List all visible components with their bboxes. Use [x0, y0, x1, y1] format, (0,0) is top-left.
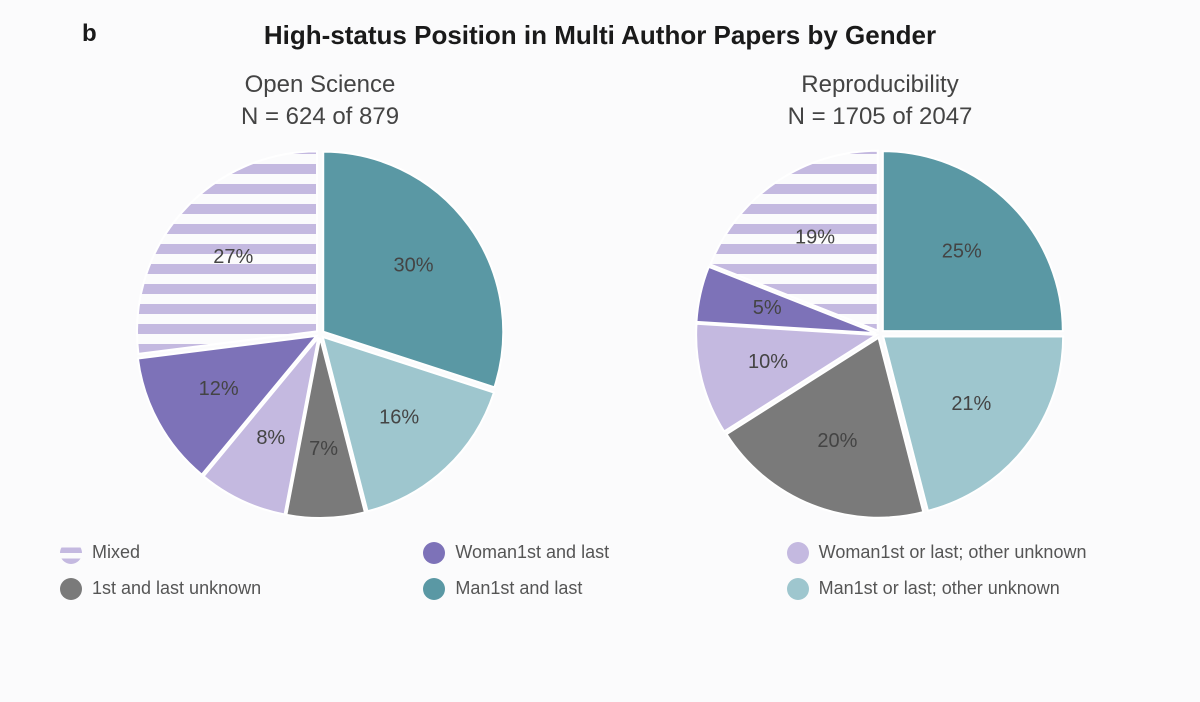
- slice-label: 19%: [795, 226, 835, 248]
- legend-label: Mixed: [92, 542, 140, 563]
- legend-item: Man1st and last: [423, 578, 776, 600]
- slice-label: 21%: [951, 393, 991, 415]
- slice-label: 16%: [379, 406, 419, 428]
- legend-label: Man1st or last; other unknown: [819, 578, 1060, 599]
- legend-label: Woman1st and last: [455, 542, 609, 563]
- chart-legend: Mixed Woman1st and last Woman1st or last; …: [40, 542, 1160, 600]
- legend-item: 1st and last unknown: [60, 578, 413, 600]
- legend-swatch: [787, 578, 809, 600]
- legend-swatch: [60, 542, 82, 564]
- legend-item: Woman1st or last; other unknown: [787, 542, 1140, 564]
- chart-subtitle: Reproducibility N = 1705 of 2047: [788, 69, 973, 134]
- slice-label: 12%: [199, 378, 239, 400]
- pie-svg: 30% 16% 7% 8% 12% 27%: [130, 144, 510, 524]
- figure-panel: b High-status Position in Multi Author P…: [0, 0, 1200, 702]
- legend-swatch: [60, 578, 82, 600]
- legend-label: Man1st and last: [455, 578, 582, 599]
- slice-label: 30%: [394, 254, 434, 276]
- legend-swatch: [423, 542, 445, 564]
- legend-item: Man1st or last; other unknown: [787, 578, 1140, 600]
- subtitle-line2: N = 1705 of 2047: [788, 101, 973, 133]
- legend-label: 1st and last unknown: [92, 578, 261, 599]
- subtitle-line2: N = 624 of 879: [241, 101, 399, 133]
- slice-label: 8%: [256, 427, 285, 449]
- legend-swatch: [423, 578, 445, 600]
- pie-chart-reproducibility: Reproducibility N = 1705 of 2047 25%21%2…: [620, 69, 1140, 524]
- legend-item: Woman1st and last: [423, 542, 776, 564]
- pie-svg: 25% 21% 20% 10% 5% 19%: [690, 144, 1070, 524]
- slice-label: 27%: [213, 246, 253, 268]
- slice-label: 5%: [753, 297, 782, 319]
- panel-letter: b: [82, 20, 97, 48]
- slice-label: 10%: [748, 351, 788, 373]
- slice-label: 25%: [942, 240, 982, 262]
- legend-swatch: [787, 542, 809, 564]
- charts-row: Open Science N = 624 of 879 30% 16% 7% 8% 12…: [40, 69, 1160, 524]
- subtitle-line1: Reproducibility: [788, 69, 973, 101]
- subtitle-line1: Open Science: [241, 69, 399, 101]
- pie-chart-open-science: Open Science N = 624 of 879 30% 16% 7% 8% 12…: [60, 69, 580, 524]
- slice-label: 7%: [309, 438, 338, 460]
- slice-label: 20%: [817, 430, 857, 452]
- legend-item: Mixed: [60, 542, 413, 564]
- legend-label: Woman1st or last; other unknown: [819, 542, 1087, 563]
- chart-subtitle: Open Science N = 624 of 879: [241, 69, 399, 134]
- chart-title: High-status Position in Multi Author Pap…: [40, 20, 1160, 51]
